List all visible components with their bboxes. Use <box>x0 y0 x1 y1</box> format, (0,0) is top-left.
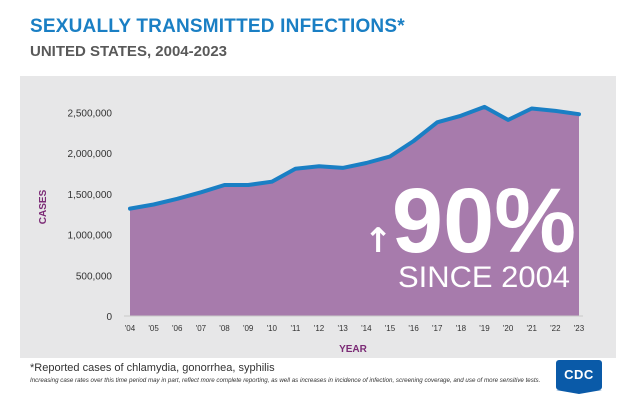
x-tick-label: '09 <box>243 324 254 333</box>
x-tick-label: '17 <box>432 324 443 333</box>
x-tick-label: '05 <box>148 324 159 333</box>
x-tick-label: '08 <box>219 324 230 333</box>
y-tick-label: 1,000,000 <box>68 231 113 242</box>
x-tick-label: '11 <box>290 324 300 333</box>
y-axis-ticks: 0 500,000 1,000,000 1,500,000 2,000,000 2,500… <box>68 109 113 323</box>
y-tick-label: 500,000 <box>76 271 113 282</box>
x-tick-label: '04 <box>125 324 136 333</box>
y-tick-label: 2,500,000 <box>68 109 113 120</box>
increase-arrow: ↑ <box>364 221 393 261</box>
x-tick-label: '07 <box>196 324 207 333</box>
cdc-logo: CDC <box>556 360 602 390</box>
x-tick-label: '20 <box>503 324 514 333</box>
x-tick-label: '06 <box>172 324 183 333</box>
x-axis-label: YEAR <box>339 344 368 355</box>
x-tick-label: '16 <box>408 324 419 333</box>
x-tick-label: '23 <box>574 324 585 333</box>
x-tick-label: '18 <box>456 324 467 333</box>
footnote-main: *Reported cases of chlamydia, gonorrhea,… <box>30 362 275 374</box>
cases-line <box>128 104 581 211</box>
x-tick-label: '12 <box>314 324 325 333</box>
x-axis-ticks: '04 '05 '06 '07 '08 '09 '10 '11 '12 '13 '14 '15 '16 '… <box>125 324 585 333</box>
y-tick-label: 2,000,000 <box>68 149 113 160</box>
x-tick-label: '14 <box>361 324 372 333</box>
percent-increase: 90% <box>392 170 576 272</box>
footnote-detail: Increasing case rates over this time per… <box>30 377 541 384</box>
y-tick-label: 0 <box>106 312 112 323</box>
x-tick-label: '19 <box>479 324 490 333</box>
x-tick-label: '22 <box>550 324 561 333</box>
y-axis-label: CASES <box>38 189 49 224</box>
x-tick-label: '15 <box>385 324 396 333</box>
since-label: SINCE 2004 <box>398 261 570 294</box>
chart-title: SEXUALLY TRANSMITTED INFECTIONS* <box>30 16 405 37</box>
cases-area <box>130 106 579 317</box>
y-tick-label: 1,500,000 <box>68 190 113 201</box>
chart-subtitle: UNITED STATES, 2004-2023 <box>30 43 228 60</box>
x-tick-label: '10 <box>267 324 278 333</box>
x-tick-label: '21 <box>527 324 538 333</box>
x-tick-label: '13 <box>337 324 348 333</box>
